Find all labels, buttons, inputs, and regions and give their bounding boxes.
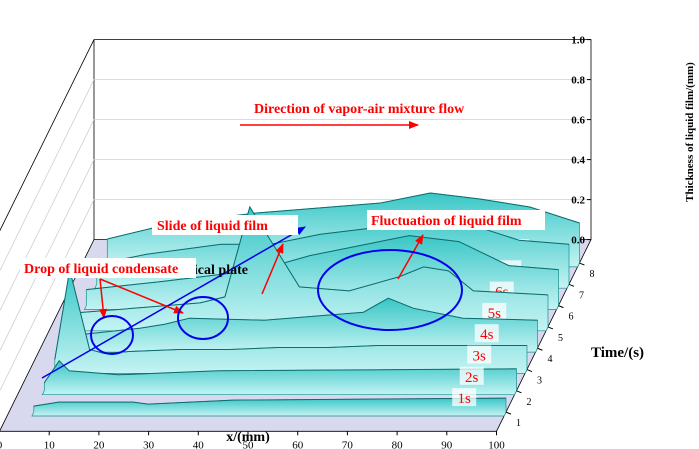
time-tick-label: 6 [568, 312, 573, 323]
time-tick-label: 4 [547, 354, 552, 365]
time-tick-mark [505, 411, 512, 415]
film-ridge-5s [75, 205, 549, 314]
fluctuation-annotation: Fluctuation of liquid film [371, 214, 522, 229]
time-tick-mark [547, 326, 554, 330]
fluctuation-annotation-bg [367, 210, 545, 230]
left-wall-outline [0, 39, 95, 232]
back-wall-outline [93, 39, 592, 240]
series-label-4s: 4s [480, 327, 494, 343]
time-tick-label: 5 [558, 333, 563, 344]
drop-annotation: Drop of liquid condensate [24, 262, 178, 277]
x-tick-label: 60 [292, 439, 304, 449]
x-tick-label: 80 [392, 439, 404, 449]
thickness-tick-label: 0.8 [571, 75, 585, 87]
time-tick-mark [558, 305, 564, 309]
axes-frame [0, 39, 592, 240]
x-tick-label: 20 [93, 439, 105, 449]
time-axis-label: Time/(s) [591, 345, 644, 361]
x-tick-label: 30 [143, 439, 155, 449]
thickness-tick-label: 1.0 [571, 35, 585, 47]
drop-highlight-1 [90, 315, 134, 355]
time-tick-mark [526, 369, 533, 372]
drop-pointer-1 [99, 278, 108, 319]
time-tick-label: 1 [516, 418, 521, 429]
drop-highlight-2 [177, 296, 229, 340]
thickness-tick-label: 0.4 [571, 155, 585, 167]
thickness-tick-label: 0.2 [571, 195, 585, 207]
series-label-bg [482, 302, 507, 321]
time-tick-mark [568, 283, 575, 287]
time-tick-mark [537, 347, 543, 351]
series-label-bg [459, 366, 484, 385]
slide-annotation: Slide of liquid film [157, 219, 268, 234]
time-tick-label: 8 [589, 269, 594, 280]
thickness-tick-label: 0.6 [571, 115, 585, 127]
drop-annotation-bg [20, 258, 196, 278]
film-ridge-1s [33, 397, 507, 407]
x-tick-label: 50 [243, 439, 255, 449]
gridline-0.6 [0, 119, 591, 312]
x-tick-label: 70 [342, 439, 354, 449]
slide-pointer [261, 243, 284, 295]
time-tick-label: 2 [526, 397, 531, 408]
drop-pointer-2 [99, 278, 184, 314]
series-label-bg [452, 388, 477, 407]
fluctuation-highlight [317, 249, 463, 331]
time-tick-mark [516, 390, 522, 394]
slide-arrow [41, 226, 306, 379]
film-ridge-2s [43, 360, 517, 384]
time-tick-label: 3 [537, 376, 542, 387]
film-ridge-4s [65, 297, 538, 337]
series-label-1s: 1s [458, 391, 472, 407]
x-tick-label: 90 [441, 439, 453, 449]
series-label-bg [467, 345, 492, 364]
thickness-axis-label: Thickness of liquid film/(mm) [684, 62, 696, 202]
time-tick-mark [579, 262, 585, 266]
x-tick-label: 10 [44, 439, 56, 449]
gridline-0.4 [0, 159, 591, 352]
time-tick-label: 7 [579, 290, 584, 301]
flow-annotation: Direction of vapor-air mixture flow [254, 102, 465, 117]
series-label-bg [474, 324, 499, 343]
series-label-5s: 5s [488, 306, 502, 322]
film-ridge-7s [96, 213, 570, 265]
fluctuation-pointer [397, 234, 424, 280]
x-tick-label: 0 [0, 439, 3, 449]
x-tick-label: 40 [193, 439, 205, 449]
film-ridge-6s [86, 235, 559, 291]
x-axis-label: x/(mm) [226, 430, 270, 445]
series-label-3s: 3s [473, 349, 487, 365]
gridline-0.8 [0, 79, 591, 272]
film-ridge-3s [54, 269, 527, 360]
thickness-tick-label: 0.0 [571, 235, 585, 247]
series-label-2s: 2s [465, 370, 479, 386]
x-tick-label: 100 [488, 439, 505, 449]
slide-annotation-bg [152, 215, 298, 235]
